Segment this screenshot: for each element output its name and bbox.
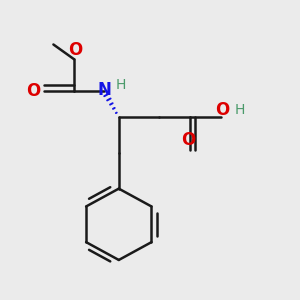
Text: H: H — [116, 78, 126, 92]
Text: O: O — [215, 101, 229, 119]
Text: O: O — [26, 82, 40, 100]
Text: H: H — [235, 103, 245, 117]
Text: O: O — [69, 41, 83, 59]
Text: O: O — [182, 130, 196, 148]
Text: N: N — [98, 81, 112, 99]
